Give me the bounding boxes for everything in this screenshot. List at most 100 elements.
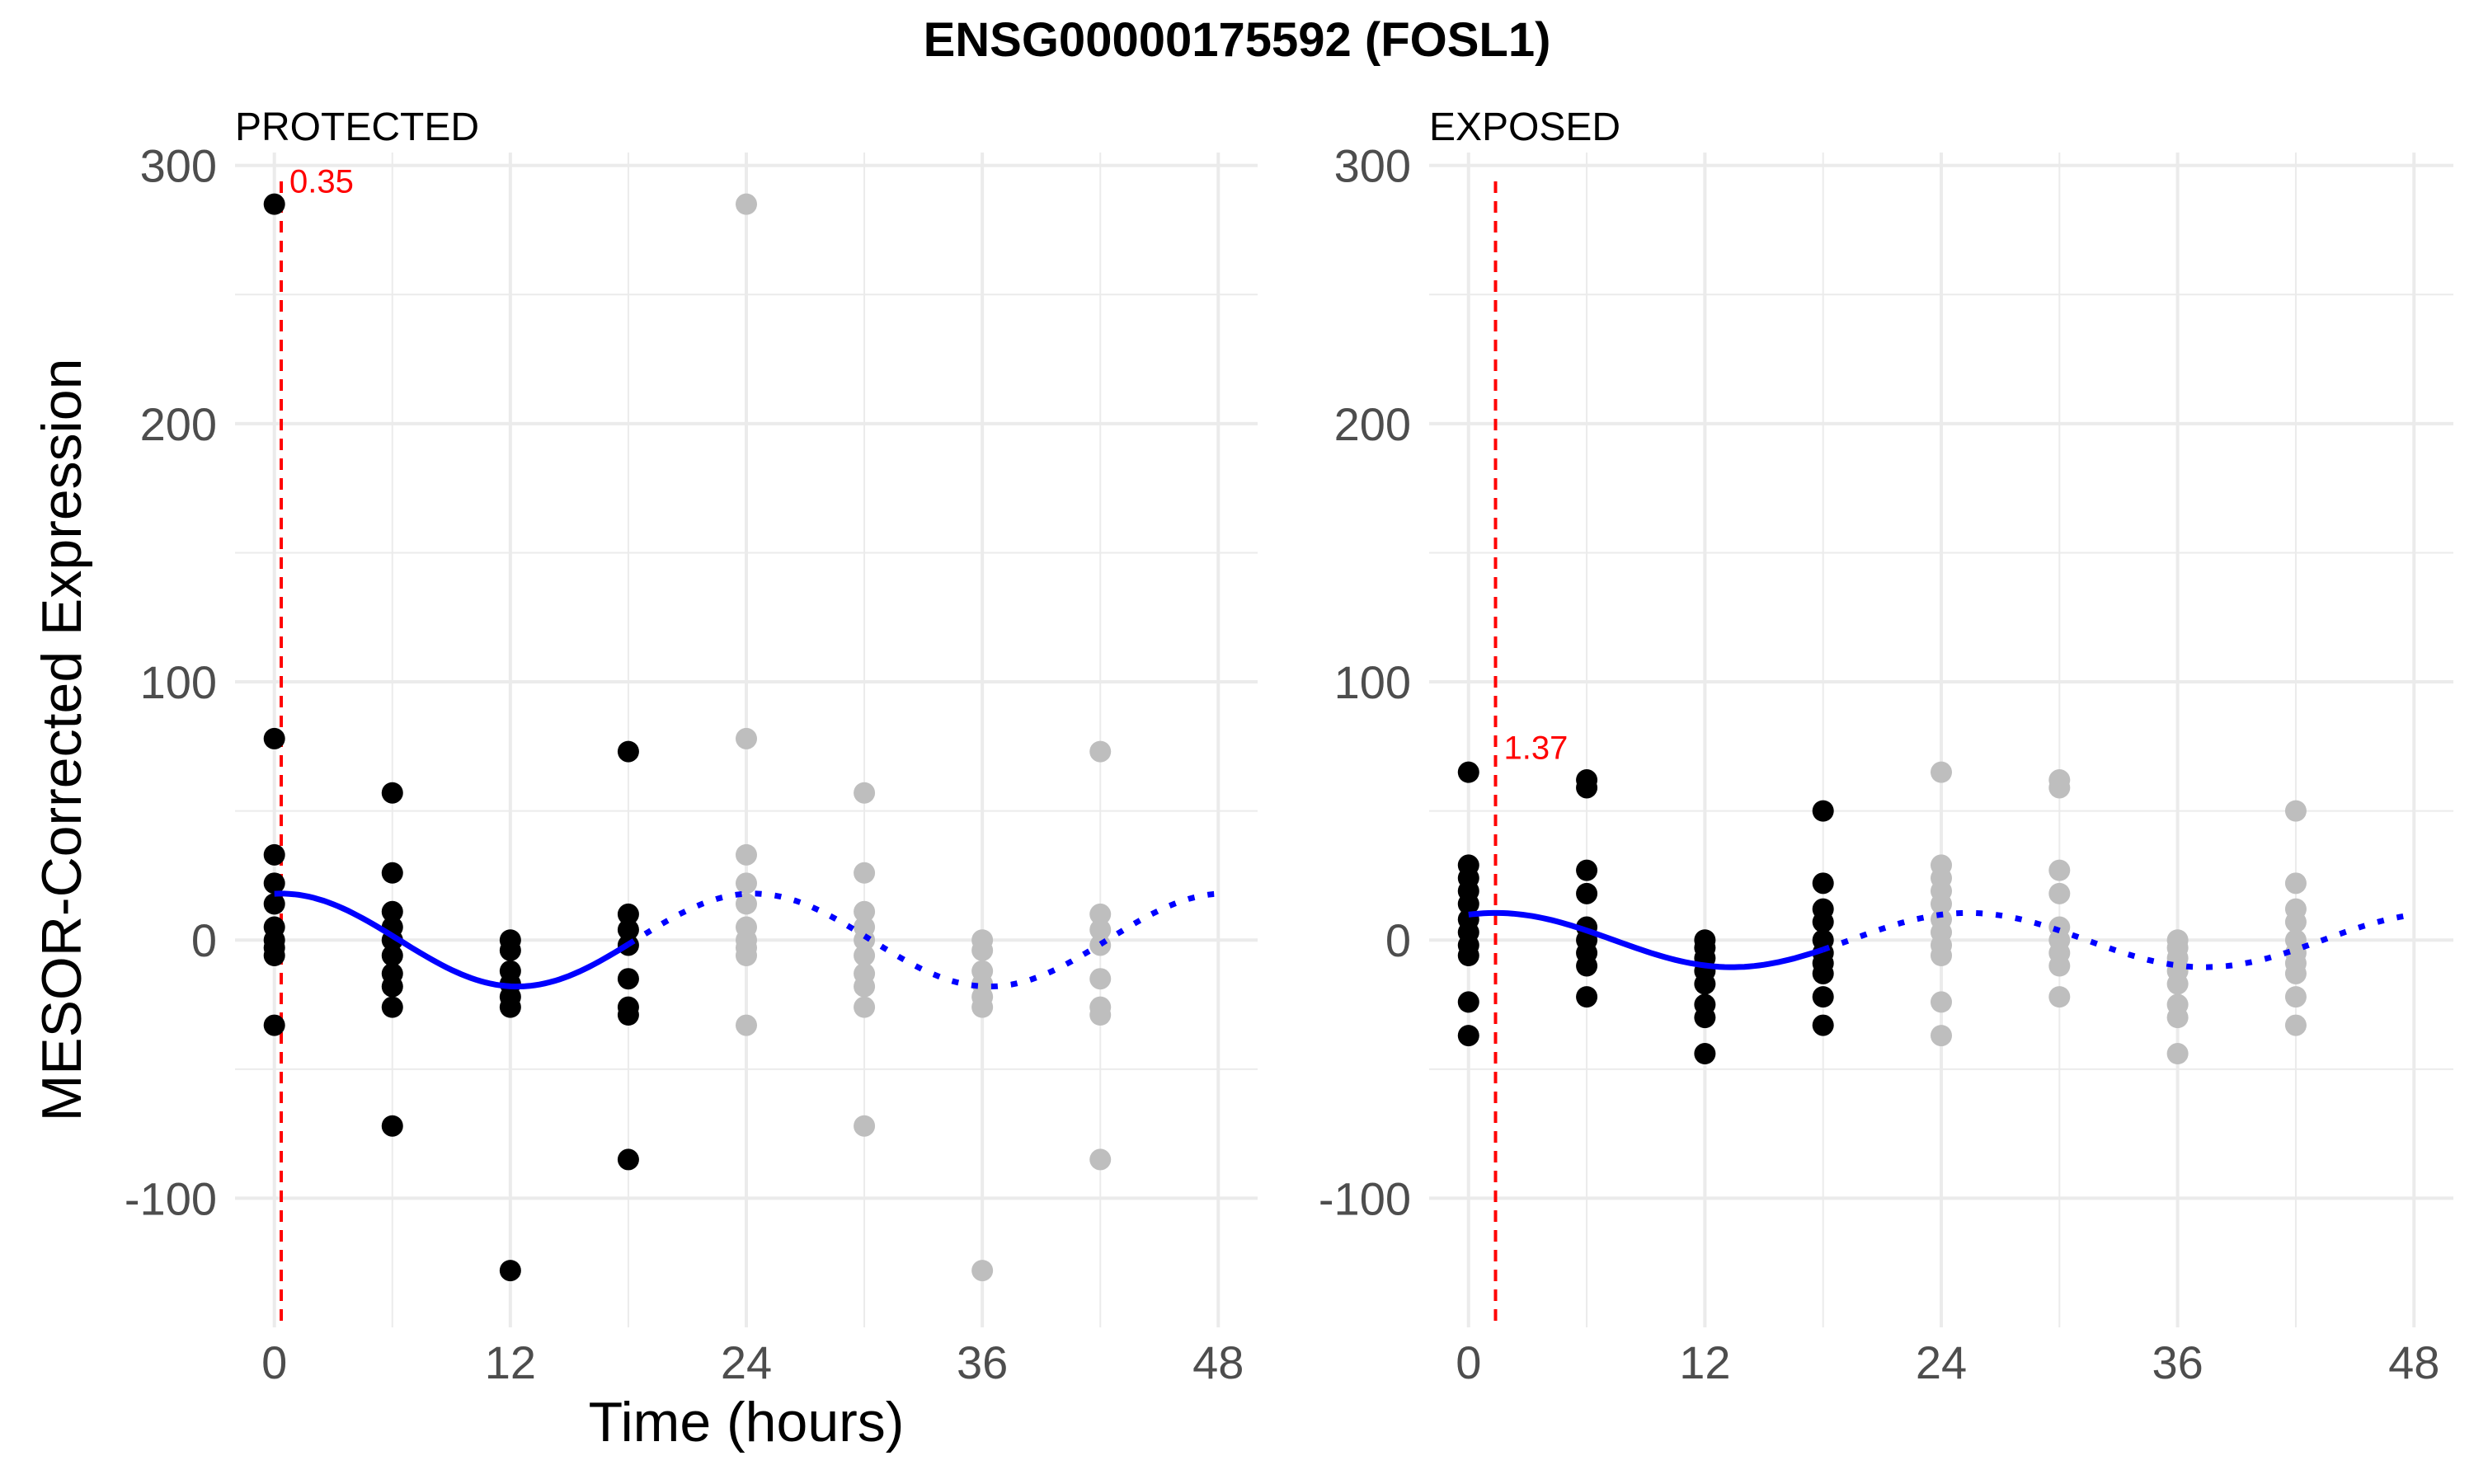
replicated-point xyxy=(736,872,757,895)
data-point xyxy=(1457,761,1479,783)
panel-exposed: EXPOSED 0 12 24 36 48 -100 0 100 200 300 1.37 xyxy=(1319,106,2453,1388)
y-axis-title: MESOR-Corrected Expression xyxy=(31,359,93,1122)
data-point xyxy=(499,939,521,961)
replicated-point xyxy=(2166,973,2189,995)
replicated-point xyxy=(2284,1014,2307,1036)
replicated-point xyxy=(1931,945,1952,967)
replicated-point xyxy=(736,893,757,915)
data-point xyxy=(1576,986,1598,1008)
replicated-point xyxy=(2048,955,2071,977)
fit-curve-observed xyxy=(1468,909,1824,970)
replicated-point xyxy=(2284,911,2307,933)
data-point xyxy=(1694,1007,1716,1029)
data-point xyxy=(263,843,285,866)
replicated-point xyxy=(1931,893,1952,915)
data-point xyxy=(381,945,403,967)
replicated-point xyxy=(1931,991,1952,1013)
data-point xyxy=(263,872,285,895)
data-point xyxy=(263,893,285,915)
x-tick-label: 24 xyxy=(721,1336,772,1388)
y-tick-label: 0 xyxy=(191,914,217,966)
data-point xyxy=(1812,1014,1834,1036)
replicated-point xyxy=(1089,1148,1112,1171)
replicated-point xyxy=(2284,986,2307,1008)
x-tick-label: 48 xyxy=(2388,1336,2439,1388)
x-tick-label: 24 xyxy=(1916,1336,1967,1388)
replicated-point xyxy=(1089,968,1112,990)
data-point xyxy=(263,727,285,749)
x-tick-label: 12 xyxy=(1679,1336,1730,1388)
replicated-point xyxy=(736,193,757,215)
replicated-point xyxy=(2048,986,2071,1008)
fit-curve-projected xyxy=(1822,909,2415,970)
replicated-point xyxy=(1089,918,1112,941)
y-tick-label: 300 xyxy=(140,140,217,192)
data-point xyxy=(1812,911,1834,933)
strip-label-protected: PROTECTED xyxy=(235,106,479,149)
panel-protected: PROTECTED 0 12 24 36 48 -100 0 100 200 300 0.35 xyxy=(125,106,1258,1388)
x-tick-label: 36 xyxy=(957,1336,1008,1388)
acrophase-label: 1.37 xyxy=(1503,730,1568,767)
data-point xyxy=(617,918,639,941)
data-point xyxy=(617,1148,639,1171)
data-point xyxy=(617,740,639,763)
y-tick-label: 200 xyxy=(140,398,217,450)
y-tick-label: 300 xyxy=(1334,140,1411,192)
x-tick-label: 0 xyxy=(1456,1336,1481,1388)
data-point xyxy=(617,968,639,990)
replicated-point xyxy=(1089,934,1112,956)
data-point xyxy=(499,996,521,1018)
replicated-point xyxy=(854,996,876,1018)
replicated-point xyxy=(2284,800,2307,822)
x-axis-title: Time (hours) xyxy=(589,1391,905,1453)
replicated-point xyxy=(2166,1007,2189,1029)
replicated-point xyxy=(1089,1004,1112,1026)
x-tick-label: 0 xyxy=(261,1336,287,1388)
replicated-point xyxy=(854,782,876,804)
data-point xyxy=(617,903,639,925)
x-tick-label: 12 xyxy=(485,1336,536,1388)
data-point xyxy=(1457,991,1479,1013)
data-point xyxy=(381,900,403,923)
data-point xyxy=(1576,955,1598,977)
acrophase-label: 0.35 xyxy=(289,164,354,200)
data-point xyxy=(1694,1043,1716,1065)
replicated-point xyxy=(2048,777,2071,799)
grid xyxy=(235,153,1258,1327)
replicated-point xyxy=(854,1115,876,1137)
data-point xyxy=(263,945,285,967)
replicated-point xyxy=(736,1014,757,1036)
data-point xyxy=(381,1115,403,1137)
replicated-point xyxy=(854,945,876,967)
data-point xyxy=(617,1004,639,1026)
data-point xyxy=(1694,973,1716,995)
y-tick-label: 200 xyxy=(1334,398,1411,450)
replicated-point xyxy=(1931,761,1952,783)
data-point xyxy=(1457,1025,1479,1047)
y-tick-label: 0 xyxy=(1385,914,1411,966)
data-point xyxy=(1576,882,1598,904)
replicated-point xyxy=(1089,740,1112,763)
replicated-point xyxy=(971,996,994,1018)
data-point xyxy=(1812,962,1834,984)
replicated-point xyxy=(2284,962,2307,984)
chart-title: ENSG00000175592 (FOSL1) xyxy=(924,13,1551,67)
y-tick-label: -100 xyxy=(1319,1172,1411,1224)
data-point xyxy=(1812,800,1834,822)
replicated-point xyxy=(2166,1043,2189,1065)
data-point xyxy=(263,1014,285,1036)
replicated-point xyxy=(854,900,876,923)
replicated-point xyxy=(736,727,757,749)
data-point xyxy=(381,862,403,884)
x-tick-label: 36 xyxy=(2152,1336,2203,1388)
data-point xyxy=(499,1260,521,1282)
replicated-point xyxy=(736,843,757,866)
grid xyxy=(1429,153,2453,1327)
replicated-point xyxy=(2048,882,2071,904)
data-point xyxy=(381,782,403,804)
strip-label-exposed: EXPOSED xyxy=(1429,106,1620,149)
y-tick-label: 100 xyxy=(140,656,217,708)
y-tick-label: 100 xyxy=(1334,656,1411,708)
